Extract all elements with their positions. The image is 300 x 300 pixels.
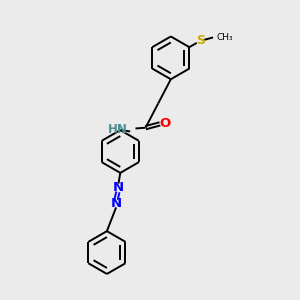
Text: CH₃: CH₃ xyxy=(217,33,233,42)
Text: N: N xyxy=(112,181,124,194)
Text: N: N xyxy=(111,197,122,210)
Text: HN: HN xyxy=(108,123,128,136)
Text: S: S xyxy=(196,34,205,47)
Text: O: O xyxy=(159,117,171,130)
